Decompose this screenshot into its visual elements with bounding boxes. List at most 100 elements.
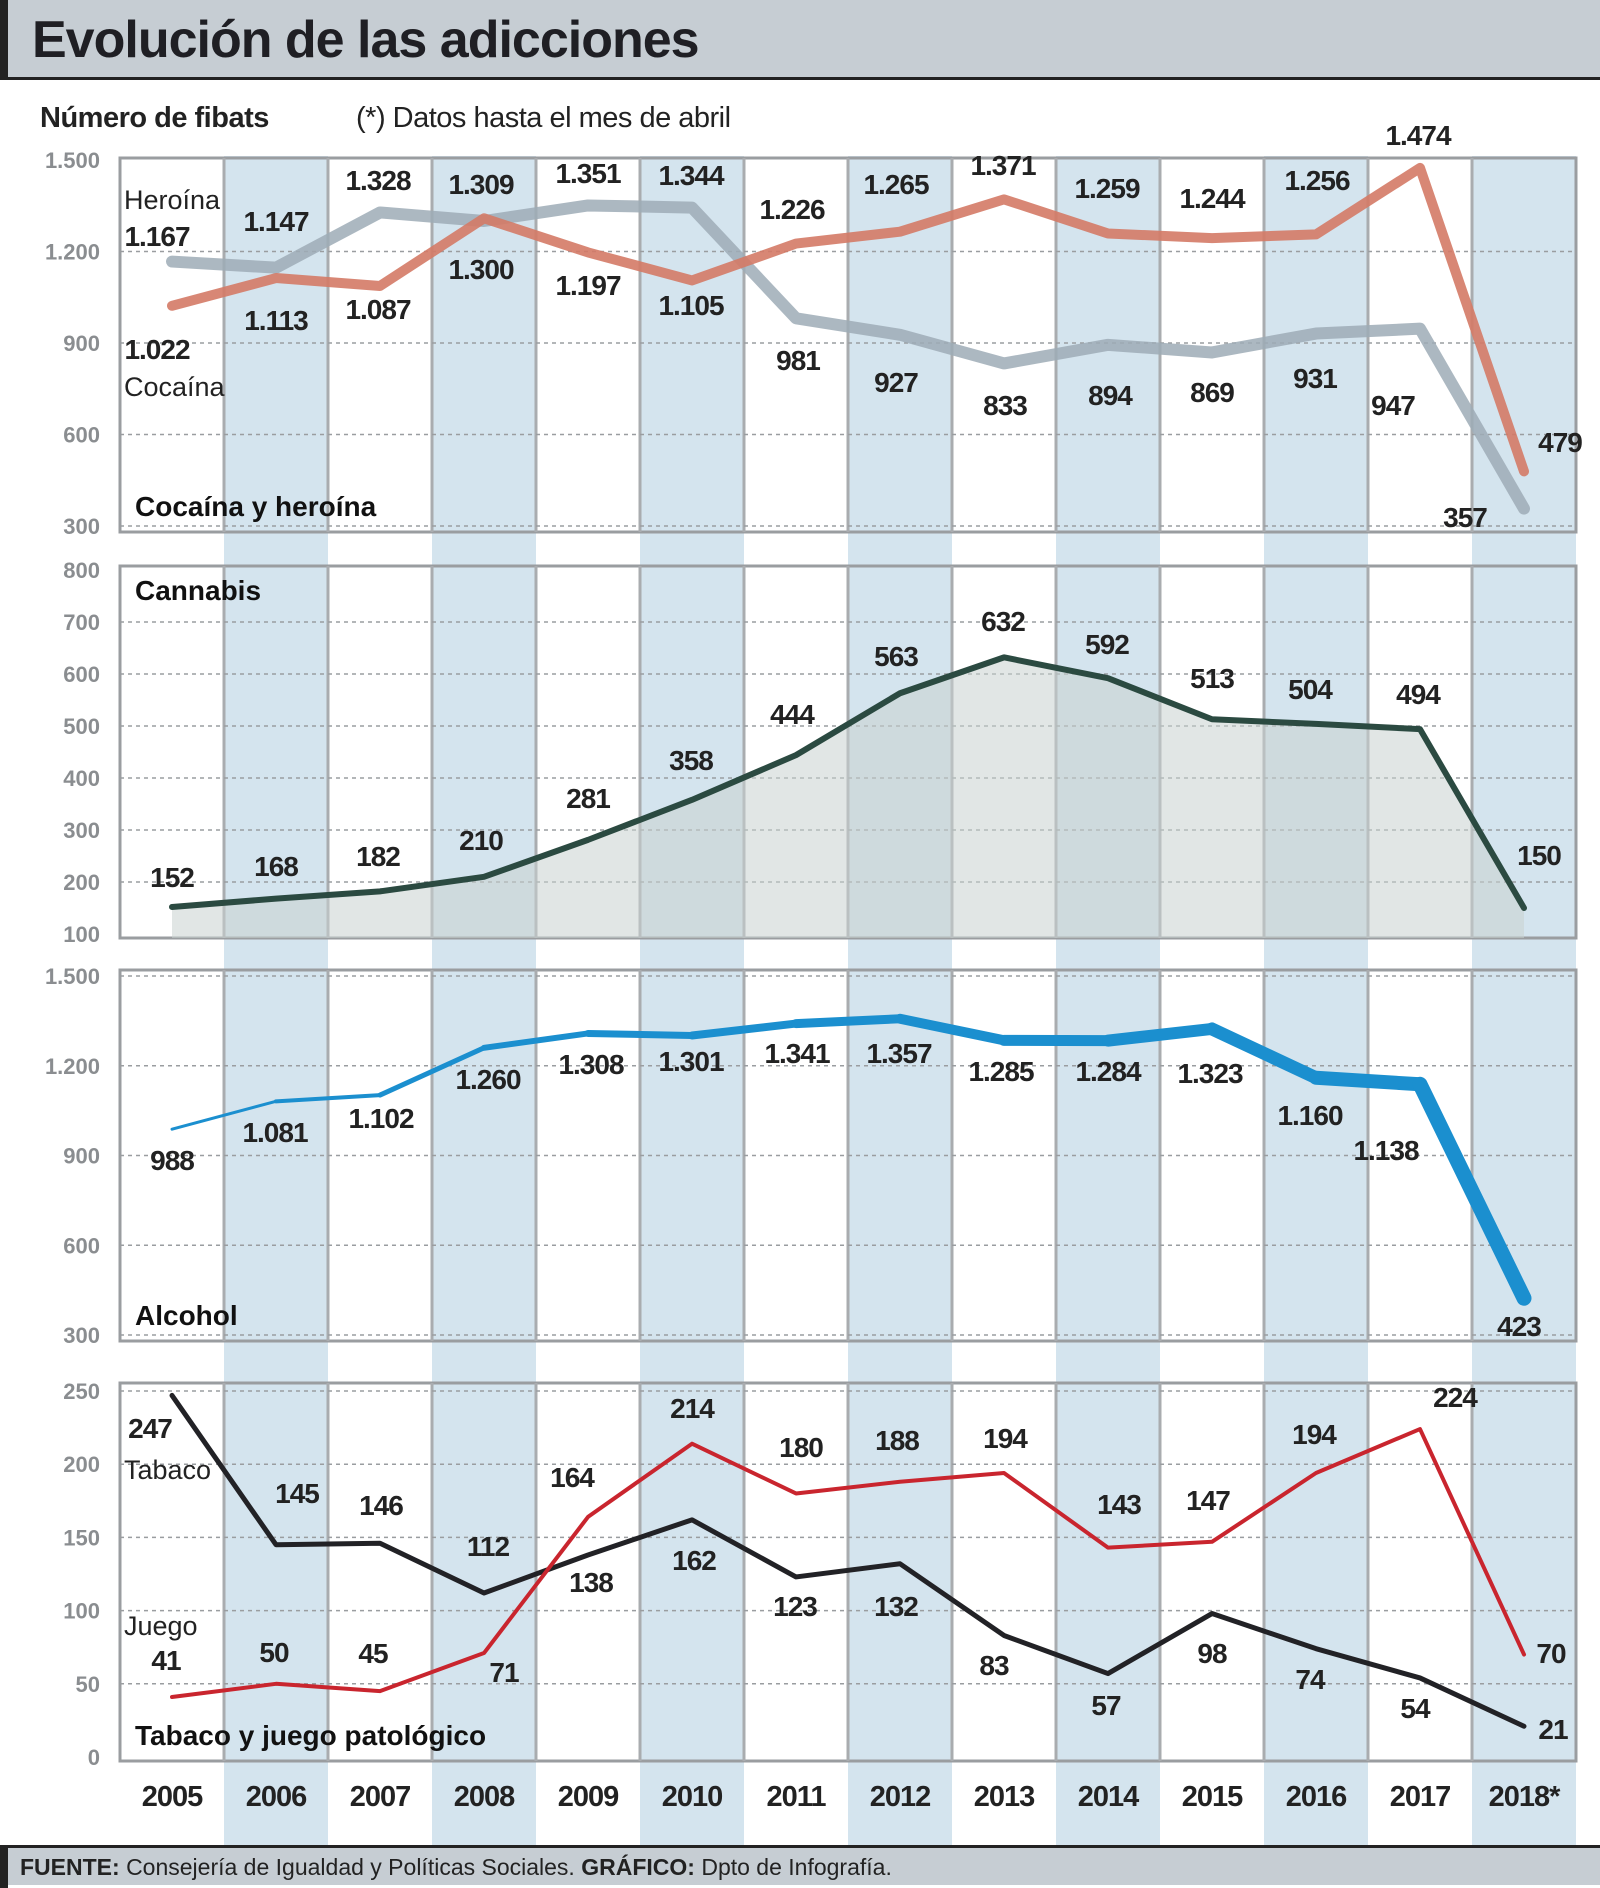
y-tick-label: 1.500	[45, 148, 100, 173]
x-tick-label: 2006	[246, 1781, 307, 1813]
y-tick-label: 100	[63, 922, 100, 947]
y-tick-label: 300	[63, 514, 100, 539]
y-tick-label: 100	[63, 1599, 100, 1624]
y-tick-label: 900	[63, 1144, 100, 1169]
series-name: Heroína	[124, 185, 221, 215]
x-tick-label: 2015	[1182, 1781, 1243, 1813]
x-tick-label: 2016	[1286, 1781, 1347, 1813]
data-label: 152	[150, 862, 194, 893]
panel-title: Alcohol	[135, 1300, 238, 1331]
data-label: 1.371	[970, 150, 1035, 181]
x-tick-label: 2014	[1078, 1781, 1139, 1813]
data-label: 479	[1538, 427, 1582, 458]
y-tick-label: 300	[63, 1323, 100, 1348]
data-label: 123	[773, 1591, 817, 1622]
data-label: 1.284	[1075, 1056, 1141, 1087]
data-label: 1.022	[124, 334, 189, 365]
y-tick-label: 150	[63, 1525, 100, 1550]
data-label: 1.197	[555, 270, 620, 301]
data-label: 1.328	[345, 165, 410, 196]
data-label: 632	[981, 606, 1025, 637]
data-label: 423	[1497, 1311, 1541, 1342]
footer: FUENTE: Consejería de Igualdad y Polític…	[0, 1845, 1600, 1885]
data-label: 1.309	[448, 169, 513, 200]
data-label: 1.301	[658, 1046, 723, 1077]
data-label: 143	[1097, 1489, 1141, 1520]
data-label: 1.087	[345, 294, 410, 325]
data-label: 145	[275, 1478, 319, 1509]
data-label: 45	[358, 1638, 388, 1669]
y-tick-label: 50	[76, 1672, 100, 1697]
data-label: 494	[1396, 679, 1441, 710]
data-label: 513	[1190, 663, 1234, 694]
data-label: 358	[669, 745, 713, 776]
data-label: 1.300	[448, 254, 513, 285]
data-label: 194	[1292, 1419, 1337, 1450]
data-label: 162	[672, 1545, 716, 1576]
x-tick-label: 2010	[662, 1781, 723, 1813]
data-label: 41	[151, 1645, 181, 1676]
y-tick-label: 200	[63, 870, 100, 895]
data-label: 894	[1088, 380, 1133, 411]
graphic-text: Dpto de Infografía.	[701, 1854, 892, 1880]
source-label: FUENTE:	[20, 1854, 120, 1880]
column-shade	[1472, 156, 1576, 1846]
y-tick-label: 300	[63, 818, 100, 843]
y-tick-label: 1.200	[45, 240, 100, 265]
data-label: 869	[1190, 377, 1234, 408]
data-label: 1.244	[1179, 183, 1245, 214]
y-tick-label: 700	[63, 610, 100, 635]
y-tick-label: 500	[63, 714, 100, 739]
data-label: 833	[983, 390, 1027, 421]
data-label: 1.265	[863, 169, 928, 200]
data-label: 931	[1293, 363, 1337, 394]
data-label: 210	[459, 825, 503, 856]
data-label: 1.308	[558, 1049, 623, 1080]
x-tick-label: 2017	[1390, 1781, 1451, 1813]
column-shade	[224, 156, 328, 1846]
x-tick-label: 2012	[870, 1781, 931, 1813]
data-label: 281	[566, 783, 610, 814]
x-tick-label: 2005	[142, 1781, 203, 1813]
data-label: 444	[770, 699, 815, 730]
x-tick-label: 2013	[974, 1781, 1035, 1813]
data-label: 224	[1433, 1382, 1478, 1413]
data-label: 1.113	[244, 305, 308, 336]
data-label: 988	[150, 1145, 194, 1176]
data-label: 138	[569, 1567, 613, 1598]
data-label: 1.341	[764, 1038, 829, 1069]
data-label: 927	[874, 367, 918, 398]
data-label: 21	[1538, 1714, 1568, 1745]
data-label: 1.102	[348, 1103, 413, 1134]
y-tick-label: 1.200	[45, 1054, 100, 1079]
data-label: 83	[979, 1650, 1009, 1681]
data-label: 1.474	[1385, 120, 1451, 151]
data-label: 592	[1085, 629, 1129, 660]
data-label: 947	[1371, 390, 1415, 421]
x-tick-label: 2011	[767, 1781, 827, 1813]
y-tick-label: 200	[63, 1452, 100, 1477]
y-tick-label: 0	[88, 1745, 100, 1770]
data-label: 1.323	[1177, 1058, 1242, 1089]
panel-title: Tabaco y juego patológico	[135, 1720, 486, 1751]
data-label: 214	[670, 1393, 715, 1424]
data-label: 1.081	[242, 1117, 307, 1148]
data-label: 57	[1091, 1690, 1121, 1721]
graphic-label: GRÁFICO:	[581, 1854, 695, 1880]
y-tick-label: 1.500	[45, 964, 100, 989]
data-label: 504	[1288, 674, 1333, 705]
column-shade	[1264, 156, 1368, 1846]
y-tick-label: 400	[63, 766, 100, 791]
panel-title: Cocaína y heroína	[135, 491, 377, 522]
x-tick-label: 2018*	[1489, 1781, 1562, 1813]
data-label: 54	[1400, 1693, 1431, 1724]
data-label: 1.285	[968, 1056, 1033, 1087]
series-segment	[588, 1033, 692, 1035]
source-text: Consejería de Igualdad y Políticas Socia…	[126, 1854, 575, 1880]
data-label: 247	[128, 1413, 172, 1444]
x-tick-label: 2009	[558, 1781, 619, 1813]
y-tick-label: 250	[63, 1379, 100, 1404]
data-label: 194	[983, 1423, 1028, 1454]
data-label: 1.351	[555, 158, 620, 189]
